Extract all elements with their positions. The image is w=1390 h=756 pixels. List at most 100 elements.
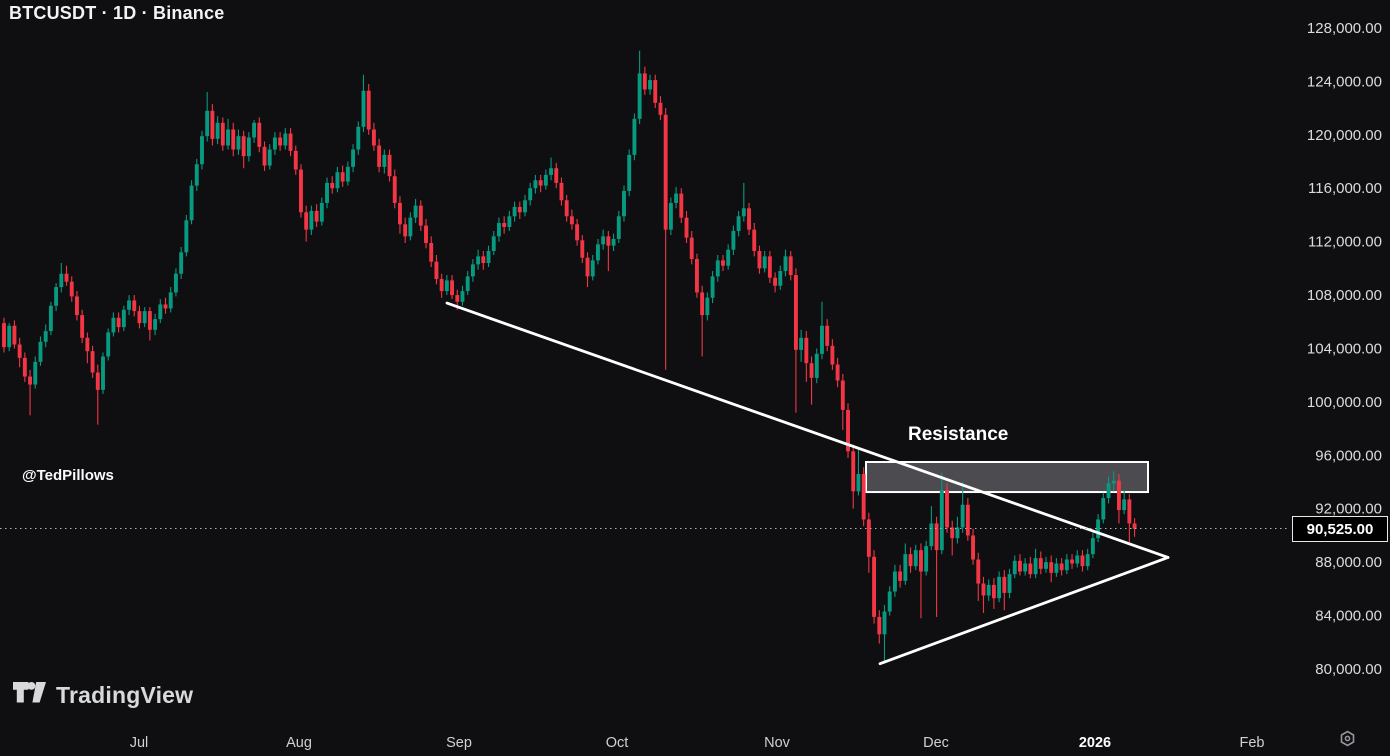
tradingview-branding[interactable]: TradingView (12, 679, 193, 711)
candle-body (705, 297, 710, 316)
candle-body (460, 291, 465, 302)
candle-body (976, 559, 981, 584)
candle-body (793, 275, 798, 350)
candle-body (757, 251, 762, 269)
candle-body (1023, 563, 1028, 572)
candle-body (533, 180, 538, 189)
resistance-annotation-label[interactable]: Resistance (908, 424, 1009, 445)
time-axis[interactable]: Jul Aug Sep Oct Nov Dec 2026 Feb (130, 735, 1265, 751)
candle-body (840, 380, 845, 410)
candle-body (1080, 555, 1085, 567)
candle-body (189, 185, 194, 221)
candle-body (856, 474, 861, 492)
candle-body (481, 256, 486, 264)
candle-body (960, 504, 965, 528)
candle-body (762, 256, 767, 269)
trendlines-layer[interactable] (445, 301, 1170, 666)
candle-body (1111, 480, 1116, 484)
candle-body (231, 129, 236, 150)
candle-body (382, 154, 387, 167)
price-axis-tick: 120,000.00 (1307, 127, 1382, 144)
candle-body (194, 164, 199, 186)
candle-body (465, 276, 470, 292)
candle-body (246, 137, 251, 157)
candle-body (95, 372, 100, 390)
candle-body (773, 277, 778, 286)
candle-body (554, 168, 559, 183)
candle-body (309, 210, 314, 230)
price-axis-tick: 128,000.00 (1307, 20, 1382, 37)
price-axis[interactable]: 128,000.00 124,000.00 120,000.00 116,000.00… (1307, 20, 1382, 678)
candle-body (616, 216, 621, 239)
candle-body (658, 102, 663, 115)
candle-body (1085, 554, 1090, 567)
price-axis-tick: 100,000.00 (1307, 394, 1382, 411)
author-watermark: @TedPillows (22, 467, 114, 484)
candle-body (595, 244, 600, 261)
symbol-title[interactable]: BTCUSDT · 1D · Binance (9, 3, 225, 23)
candle-body (101, 356, 105, 390)
candle-body (257, 122, 262, 147)
candle-body (929, 523, 934, 547)
candle-body (64, 273, 69, 282)
candle-body (580, 240, 585, 258)
candle-body (147, 311, 152, 330)
price-axis-tick: 108,000.00 (1307, 287, 1382, 304)
candle-body (1033, 558, 1038, 575)
candle-body (74, 296, 79, 316)
axis-settings-icon[interactable] (1338, 729, 1357, 753)
candle-body (632, 118, 637, 155)
candle-body (424, 225, 428, 243)
candle-body (455, 295, 460, 302)
candle-body (366, 90, 371, 130)
candle-body (392, 176, 397, 203)
candle-body (1012, 560, 1017, 575)
price-axis-tick: 88,000.00 (1315, 554, 1382, 571)
candle-body (908, 554, 913, 567)
candle-body (215, 122, 220, 139)
candle-body (1002, 576, 1007, 593)
candle-body (1101, 498, 1106, 520)
candle-body (747, 208, 751, 230)
candle-body (1049, 562, 1054, 573)
candle-body (497, 222, 501, 237)
candle-body (575, 224, 580, 241)
candle-body (721, 260, 725, 266)
candle-body (319, 202, 324, 222)
candle-body (1007, 574, 1012, 593)
time-axis-tick: Nov (764, 735, 791, 751)
candle-body (825, 325, 830, 346)
candle-body (814, 353, 819, 378)
time-axis-tick: Aug (286, 735, 312, 751)
candle-body (142, 311, 147, 324)
candle-body (278, 137, 283, 146)
candle-body (22, 357, 27, 377)
time-axis-tick: Jul (130, 735, 149, 751)
candle-body (450, 280, 455, 296)
candle-body (1028, 563, 1033, 575)
candle-body (846, 409, 850, 452)
candle-body (1106, 483, 1111, 499)
candle-body (80, 315, 85, 338)
candle-body (387, 154, 392, 177)
candle-body (934, 523, 939, 551)
candle-body (997, 576, 1002, 599)
candle-body (502, 222, 507, 227)
candle-body (111, 317, 116, 333)
candle-body (184, 220, 189, 253)
candle-body (293, 150, 298, 170)
candle-body (538, 180, 543, 186)
candle-body (731, 230, 736, 250)
price-axis-tick: 104,000.00 (1307, 340, 1382, 357)
last-price-tag: 90,525.00 (1292, 516, 1388, 542)
candle-body (1044, 562, 1048, 569)
candle-body (590, 260, 595, 277)
candle-body (559, 182, 564, 201)
candle-body (601, 236, 606, 245)
candle-body (564, 200, 569, 217)
tradingview-logo-text: TradingView (56, 681, 194, 708)
candle-body (689, 237, 694, 260)
candle-body (663, 114, 668, 230)
